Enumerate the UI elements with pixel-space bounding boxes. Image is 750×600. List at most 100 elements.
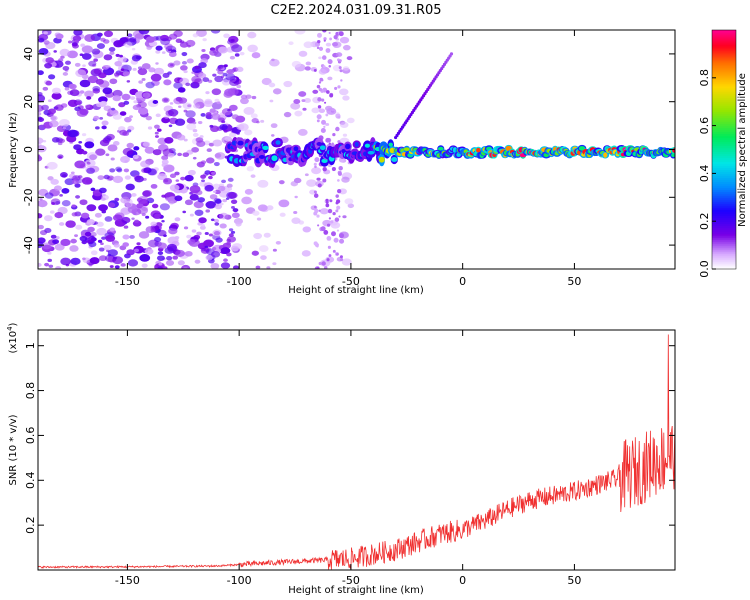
noise-blob — [44, 192, 54, 199]
noise-blob — [81, 177, 93, 185]
x-tick-label: 50 — [567, 275, 581, 288]
noise-blob — [99, 116, 104, 120]
noise-blob — [75, 69, 87, 78]
noise-blob — [339, 121, 349, 128]
colorbar-tick-label: 0.6 — [698, 117, 711, 135]
noise-blob — [241, 196, 252, 205]
noise-blob — [122, 71, 131, 77]
ridge-cell — [354, 141, 359, 147]
noise-blob — [50, 198, 61, 206]
noise-blob — [319, 77, 324, 82]
noise-blob — [316, 177, 321, 181]
noise-blob — [283, 80, 293, 88]
noise-blob — [53, 50, 57, 53]
noise-blob — [326, 223, 331, 227]
noise-blob — [213, 230, 221, 236]
noise-blob — [111, 107, 116, 111]
noise-blob — [122, 147, 134, 156]
noise-blob — [323, 125, 326, 129]
noise-blob — [174, 235, 180, 240]
noise-blob — [321, 69, 326, 72]
colorbar-swatch — [712, 177, 736, 180]
noise-blob — [38, 38, 45, 43]
noise-blob — [186, 234, 192, 239]
noise-blob — [191, 147, 200, 153]
noise-blob — [194, 65, 200, 70]
noise-blob — [211, 113, 221, 120]
noise-blob — [109, 78, 118, 85]
y-tick-label: 0.8 — [24, 382, 37, 400]
noise-blob — [210, 218, 215, 222]
noise-blob — [199, 225, 206, 230]
noise-blob — [244, 129, 253, 136]
noise-blob — [48, 74, 56, 80]
noise-blob — [298, 91, 307, 97]
noise-blob — [112, 89, 123, 98]
noise-blob — [323, 39, 326, 42]
noise-blob — [200, 113, 206, 117]
colorbar-swatch — [712, 223, 736, 226]
colorbar-swatch — [712, 215, 736, 218]
noise-blob — [337, 171, 342, 176]
noise-blob — [84, 231, 92, 237]
snr-axes: -150 -100 -50 0 50 0.2 0.4 0.6 0.8 1 — [24, 330, 675, 587]
noise-blob — [79, 235, 88, 242]
noise-blob — [140, 160, 151, 168]
noise-blob — [55, 33, 64, 40]
noise-blob — [314, 165, 317, 169]
colorbar-swatch — [712, 35, 736, 39]
noise-blob — [321, 261, 326, 266]
noise-blob — [268, 82, 276, 88]
noise-blob — [169, 184, 180, 192]
noise-blob — [107, 144, 118, 152]
noise-blob — [55, 266, 62, 269]
noise-blob — [337, 140, 341, 144]
noise-blob — [88, 60, 97, 67]
noise-blob — [165, 45, 177, 54]
noise-blob — [231, 206, 235, 209]
noise-blob — [137, 206, 149, 215]
noise-blob — [60, 257, 71, 266]
noise-blob — [100, 242, 104, 246]
noise-blob — [123, 41, 133, 48]
colorbar-swatch — [712, 253, 736, 256]
spectrogram-y-axis-title: Frequency (Hz) — [8, 112, 19, 188]
colorbar-swatch — [712, 199, 736, 202]
noise-blob — [107, 202, 116, 208]
noise-blob — [121, 64, 132, 73]
snr-scale-label: (x104) — [6, 322, 19, 353]
noise-blob — [294, 195, 298, 199]
noise-blob — [339, 69, 343, 73]
noise-blob — [182, 210, 187, 214]
x-tick-label: -150 — [115, 574, 140, 587]
noise-blob — [260, 255, 267, 260]
noise-blob — [119, 129, 128, 136]
noise-blob — [291, 217, 301, 224]
noise-blob — [223, 258, 228, 262]
noise-blob — [185, 39, 196, 47]
noise-blob — [80, 43, 86, 47]
noise-blob — [321, 55, 327, 60]
noise-blob — [306, 179, 317, 187]
noise-blob — [93, 58, 98, 62]
noise-blob — [144, 146, 155, 154]
colorbar-swatch — [712, 263, 736, 266]
noise-blob — [133, 146, 140, 151]
ridge-cell — [262, 145, 269, 150]
noise-blob — [333, 237, 339, 243]
noise-blob — [245, 94, 252, 99]
noise-blob — [38, 262, 42, 267]
noise-blob — [189, 213, 194, 217]
y-tick-label: 0.6 — [24, 427, 37, 445]
noise-blob — [227, 87, 239, 96]
noise-blob — [301, 99, 306, 102]
noise-blob — [327, 245, 331, 249]
noise-blob — [328, 65, 332, 68]
noise-blob — [38, 104, 44, 112]
noise-blob — [157, 266, 163, 269]
noise-blob — [214, 75, 224, 83]
noise-blob — [67, 40, 73, 44]
noise-blob — [163, 79, 172, 86]
noise-blob — [158, 262, 163, 266]
noise-blob — [172, 255, 179, 260]
